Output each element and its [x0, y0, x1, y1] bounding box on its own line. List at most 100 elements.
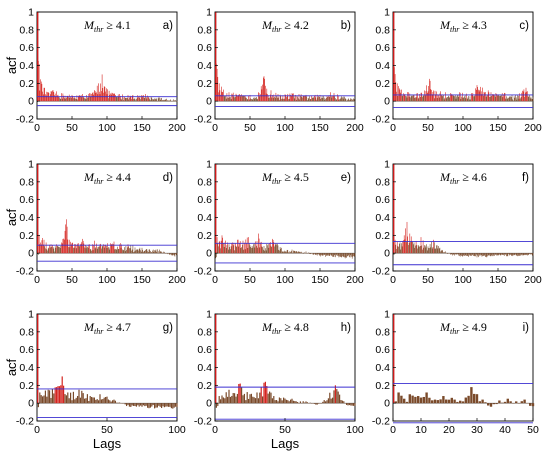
acf-bar — [518, 98, 520, 102]
acf-bar — [484, 253, 485, 256]
acf-bar — [282, 251, 284, 254]
acf-bar — [126, 98, 127, 102]
acf-bar — [54, 387, 56, 404]
acf-bar — [125, 245, 127, 254]
y-axis-label: acf — [4, 208, 19, 226]
acf-bar — [134, 98, 135, 102]
acf-bar — [465, 98, 467, 102]
acf-bar — [71, 97, 72, 102]
acf-bar — [431, 248, 433, 254]
acf-bar — [87, 246, 88, 254]
acf-bar — [319, 94, 321, 102]
acf-bar — [325, 401, 327, 404]
acf-bar — [216, 253, 217, 258]
acf-bar — [52, 90, 54, 102]
acf-bar — [106, 88, 107, 102]
acf-bar — [217, 243, 219, 254]
acf-bar — [220, 399, 222, 404]
acf-bar — [464, 96, 465, 102]
acf-bar — [450, 93, 451, 102]
acf-bar — [349, 99, 351, 102]
acf-bar — [253, 244, 254, 254]
y-tick-label: 0.2 — [19, 380, 34, 392]
x-tick-label: 100 — [168, 424, 186, 436]
y-tick-label: 0.4 — [375, 362, 390, 374]
acf-bar — [287, 400, 289, 404]
acf-bar — [45, 242, 47, 254]
acf-bar — [504, 253, 506, 255]
acf-bar — [76, 245, 78, 254]
acf-bar — [413, 94, 415, 102]
acf-bar — [301, 96, 303, 102]
acf-bar — [315, 97, 317, 102]
acf-bar — [300, 94, 302, 102]
acf-bar — [350, 98, 352, 102]
acf-bar — [508, 253, 509, 255]
acf-bar — [135, 100, 136, 102]
acf-bar — [244, 95, 246, 102]
acf-bar — [97, 247, 99, 254]
acf-bar — [238, 383, 240, 404]
acf-bar — [334, 253, 335, 256]
acf-bar — [339, 99, 340, 102]
acf-bar — [289, 251, 291, 254]
acf-bar — [518, 253, 520, 255]
acf-bar — [450, 253, 452, 255]
acf-bar — [353, 253, 354, 256]
acf-bar — [456, 253, 457, 255]
acf-bar — [131, 249, 133, 254]
acf-bar — [90, 96, 92, 102]
panel-title: Mthr ≥ 4.9 — [439, 320, 487, 336]
acf-bar — [330, 398, 332, 404]
acf-bar — [256, 98, 258, 102]
acf-bar — [100, 243, 101, 254]
acf-bar — [250, 98, 251, 102]
acf-bar — [102, 399, 104, 404]
acf-bar — [420, 96, 421, 102]
acf-bar — [414, 247, 415, 254]
acf-bar — [507, 253, 509, 257]
acf-bar — [503, 253, 504, 256]
acf-bar — [498, 400, 501, 404]
acf-bar — [96, 243, 97, 254]
acf-bar — [232, 94, 233, 102]
acf-bar — [402, 240, 404, 254]
x-tick-label: 200 — [168, 274, 186, 286]
acf-bar — [110, 243, 111, 254]
acf-bar — [475, 394, 479, 404]
acf-bar — [253, 98, 255, 102]
acf-bar — [494, 253, 496, 255]
acf-bar — [220, 94, 221, 102]
acf-bar — [487, 90, 489, 102]
acf-bar — [326, 253, 328, 256]
acf-bar — [304, 252, 305, 254]
y-tick-label: 0.4 — [197, 362, 212, 374]
acf-bar — [316, 99, 317, 102]
acf-bar — [231, 93, 233, 102]
acf-bar — [353, 98, 354, 102]
acf-bar — [224, 242, 226, 254]
acf-bar — [78, 96, 79, 102]
acf-bar — [490, 96, 491, 102]
acf-bar — [284, 250, 285, 254]
acf-bar — [323, 97, 325, 102]
acf-bar — [352, 99, 354, 102]
acf-bar — [500, 96, 502, 102]
acf-bar — [100, 399, 102, 404]
acf-bar — [156, 98, 157, 102]
title-subscript: thr — [272, 327, 282, 336]
acf-bar — [285, 94, 286, 102]
acf-bar — [73, 247, 74, 254]
acf-bar — [499, 253, 500, 255]
acf-bar — [404, 239, 406, 254]
acf-bar — [264, 250, 265, 254]
acf-bar — [49, 96, 50, 102]
acf-bar — [159, 251, 161, 254]
y-tick-label: -0.2 — [194, 114, 212, 126]
acf-bar — [162, 403, 164, 407]
acf-bar — [50, 94, 51, 102]
acf-bar — [120, 95, 121, 102]
acf-bar — [170, 403, 172, 409]
acf-bar — [444, 97, 446, 102]
panel-letter: e) — [341, 172, 351, 184]
